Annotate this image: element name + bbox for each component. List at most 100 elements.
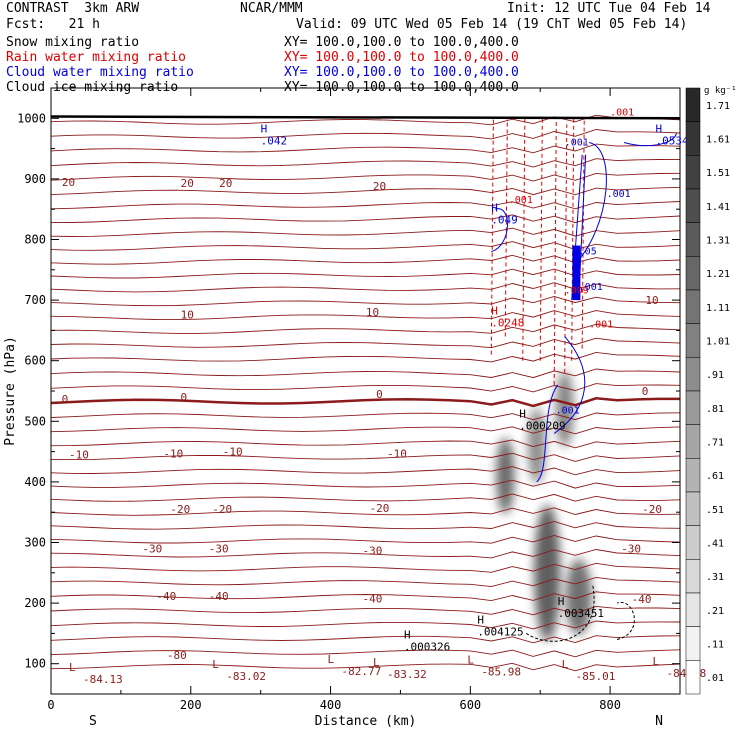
cloud-ice-contour <box>525 584 595 642</box>
low-marker: L <box>562 658 569 671</box>
high-value: .042 <box>261 135 288 148</box>
colorbar-swatch <box>685 155 701 190</box>
low-marker: L <box>328 653 335 666</box>
low-value: -82.77 <box>342 665 382 678</box>
isotherm-line <box>51 439 680 449</box>
isotherm-line <box>51 143 680 154</box>
init-time: Init: 12 UTC Tue 04 Feb 14 <box>507 1 711 16</box>
colorbar-swatch <box>685 256 701 291</box>
high-value: .004125 <box>477 625 523 638</box>
x-endpoint-south: S <box>89 714 97 729</box>
cloud-water-contour <box>553 336 586 434</box>
isotherm-label: 0 <box>62 393 69 406</box>
isotherm-label: 10 <box>645 294 658 307</box>
cloud-water-contour <box>536 384 559 483</box>
colorbar-label: .71 <box>706 438 724 449</box>
colorbar-label: .81 <box>706 404 724 415</box>
high-value: .003451 <box>558 607 604 620</box>
isotherm-label: -30 <box>363 544 383 557</box>
contour-label: .001 <box>610 107 634 118</box>
field-xy-rain: XY= 100.0,100.0 to 100.0,400.0 <box>284 50 519 65</box>
high-marker: H <box>656 123 663 136</box>
contour-label: .001 <box>565 138 589 149</box>
isotherm-line <box>51 227 680 237</box>
rain-water-contour <box>504 118 508 337</box>
y-tick-label: 600 <box>24 354 46 368</box>
colorbar-label: 1.11 <box>706 303 730 314</box>
valid-time: Valid: 09 UTC Wed 05 Feb 14 (19 ChT Wed … <box>296 17 688 32</box>
snow-ice-shading <box>496 437 515 514</box>
isotherm-line <box>51 351 680 363</box>
isotherm-label: -30 <box>209 543 229 556</box>
isotherm-line <box>51 172 680 182</box>
colorbar-swatch <box>685 357 701 392</box>
surface-line <box>51 115 680 120</box>
isotherm-line <box>51 214 680 224</box>
model-title: CONTRAST 3km ARW <box>6 1 140 16</box>
isotherm-label: 20 <box>373 180 386 193</box>
isotherm-label: -10 <box>163 447 183 460</box>
isotherm-label: 20 <box>219 177 232 190</box>
colorbar-unit: g kg⁻¹ <box>704 86 737 96</box>
high-marker: H <box>519 407 526 420</box>
low-marker: L <box>69 661 76 674</box>
colorbar-label: .91 <box>706 370 724 381</box>
isotherm-line <box>51 114 680 126</box>
snow-ice-shading <box>534 504 561 641</box>
isotherm-line <box>51 397 680 408</box>
isotherm-label: -30 <box>142 543 162 556</box>
colorbar-label: .41 <box>706 539 724 550</box>
colorbar-swatch <box>685 525 701 560</box>
colorbar-label: .01 <box>706 673 724 684</box>
high-marker: H <box>477 613 484 626</box>
colorbar-swatch <box>685 121 701 156</box>
isotherm-label: -30 <box>621 543 641 556</box>
colorbar-swatch <box>685 390 701 425</box>
low-value: -85.98 <box>481 666 521 679</box>
isotherm-label: 0 <box>376 388 383 401</box>
rain-water-contour <box>490 118 494 355</box>
low-value: -84.13 <box>83 673 123 686</box>
isotherm-line <box>51 605 680 616</box>
colorbar-label: .31 <box>706 572 724 583</box>
isotherm-label: 0 <box>180 391 187 404</box>
isotherm-label: -20 <box>642 503 662 516</box>
cloud-water-contour <box>491 208 508 253</box>
x-tick-label: 200 <box>180 698 202 712</box>
colorbar-swatch <box>685 660 701 695</box>
isotherm-line <box>51 452 680 462</box>
cloud-ice-contour <box>616 601 635 640</box>
y-tick-label: 900 <box>24 172 46 186</box>
isotherm-line <box>51 535 680 544</box>
isotherm-line <box>51 562 680 573</box>
y-tick-label: 700 <box>24 293 46 307</box>
colorbar-label: .11 <box>706 640 724 651</box>
center-title: NCAR/MMM <box>240 1 303 16</box>
rain-water-contour <box>522 118 526 361</box>
colorbar-swatch <box>685 323 701 358</box>
high-value: .049 <box>491 213 518 226</box>
isotherm-line <box>51 268 680 279</box>
field-xy-snow: XY= 100.0,100.0 to 100.0,400.0 <box>284 35 519 50</box>
y-tick-label: 800 <box>24 233 46 247</box>
colorbar-swatch <box>685 87 701 122</box>
isotherm-label: 20 <box>181 177 194 190</box>
forecast-hour: Fcst: 21 h <box>6 17 100 32</box>
rain-water-contour <box>553 118 557 385</box>
contour-label: .001 <box>556 405 580 416</box>
colorbar-label: .21 <box>706 606 724 617</box>
isotherm-label: -10 <box>387 447 407 460</box>
isotherm-line <box>51 426 680 435</box>
y-axis-label: Pressure (hPa) <box>3 336 18 446</box>
isotherm-line <box>51 507 680 516</box>
isotherm-label: -40 <box>156 590 176 603</box>
y-tick-label: 500 <box>24 414 46 428</box>
plot-area <box>51 114 680 672</box>
y-tick-label: 100 <box>24 657 46 671</box>
isotherm-label: -40 <box>632 593 652 606</box>
colorbar-swatch <box>685 222 701 257</box>
y-tick-label: 400 <box>24 475 46 489</box>
colorbar-swatch <box>685 424 701 459</box>
low-value: -83.32 <box>387 668 427 681</box>
